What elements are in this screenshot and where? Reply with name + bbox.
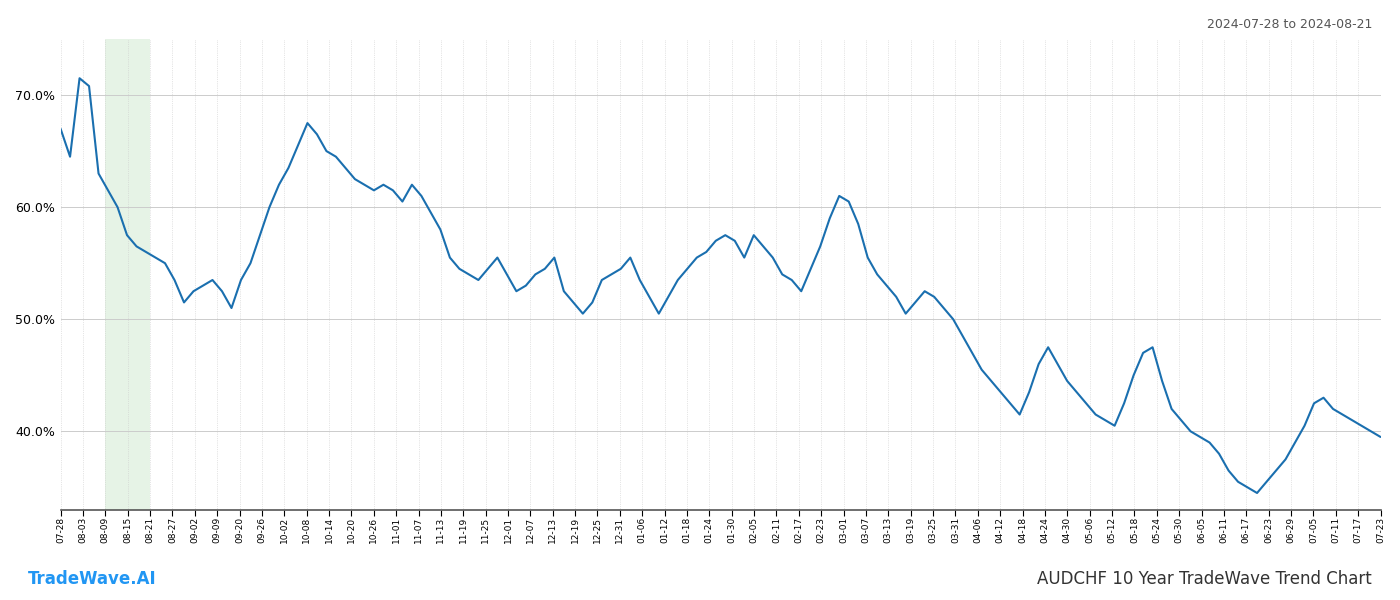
Text: TradeWave.AI: TradeWave.AI (28, 570, 157, 588)
Text: 2024-07-28 to 2024-08-21: 2024-07-28 to 2024-08-21 (1207, 18, 1372, 31)
Text: AUDCHF 10 Year TradeWave Trend Chart: AUDCHF 10 Year TradeWave Trend Chart (1037, 570, 1372, 588)
Bar (105, 39, 150, 510)
